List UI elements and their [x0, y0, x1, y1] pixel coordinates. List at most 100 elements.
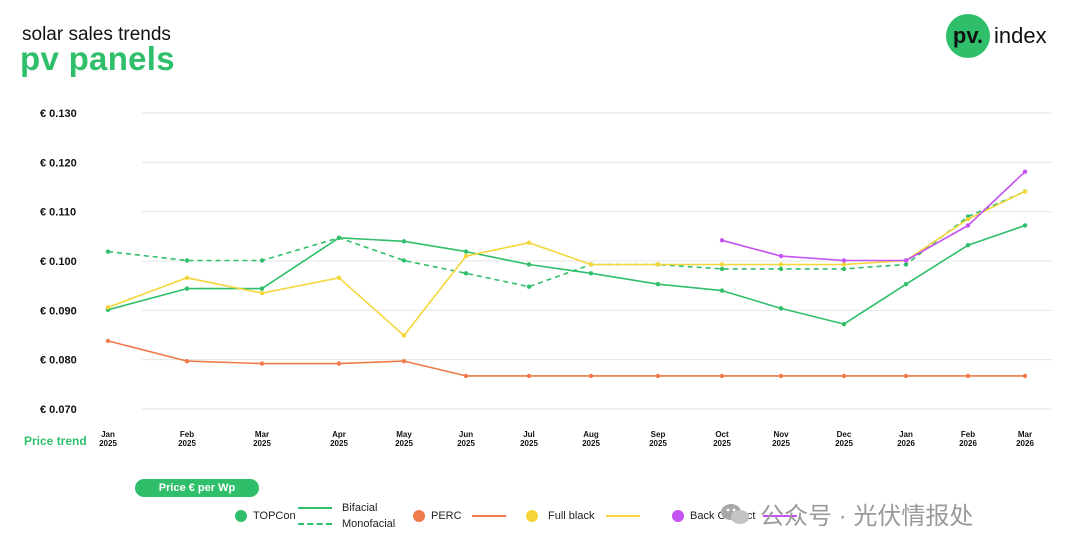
- topcon-monofacial-point: [401, 258, 407, 263]
- topcon-bifacial-point: [401, 239, 407, 244]
- full-black-point: [778, 262, 784, 267]
- topcon-monofacial-point: [463, 271, 469, 276]
- full-black-point: [719, 262, 725, 267]
- x-tick-year: 2025: [582, 439, 600, 448]
- full-black-point: [588, 262, 594, 267]
- price-trend-label: Price trend: [24, 434, 87, 448]
- topcon-dot-icon: [235, 510, 247, 522]
- y-tick-label: € 0.070: [40, 404, 77, 416]
- topcon-bifacial-point: [655, 281, 661, 287]
- y-tick-label: € 0.130: [40, 108, 77, 120]
- topcon-bifacial-series-line: [107, 224, 1026, 325]
- x-tick-month: Feb: [180, 430, 194, 439]
- topcon-bifacial-point: [903, 281, 909, 287]
- solid-line-icon: [298, 507, 332, 509]
- x-tick-month: Nov: [773, 430, 789, 439]
- x-tick-year: 2025: [457, 439, 475, 448]
- legend-topcon: TOPCon: [235, 510, 296, 522]
- topcon-bifacial-point: [526, 262, 532, 267]
- back-contact-point: [719, 238, 725, 243]
- full-black-dot-icon: [526, 510, 538, 522]
- watermark: 公众号 · 光伏情报处: [720, 496, 973, 531]
- legend-full-black: Full black: [526, 510, 641, 522]
- perc-point: [965, 373, 971, 379]
- perc-point: [401, 358, 407, 364]
- perc-point: [655, 373, 661, 379]
- perc-point: [463, 373, 469, 379]
- x-tick-month: Jul: [523, 430, 535, 439]
- perc-point: [719, 373, 725, 379]
- legend-monofacial-label: Monofacial: [342, 518, 396, 530]
- logo-text: index: [994, 23, 1047, 48]
- topcon-bifacial-point: [778, 306, 784, 311]
- topcon-bifacial-point: [259, 286, 265, 291]
- legend-bifacial-label: Bifacial: [342, 502, 378, 514]
- perc-point: [526, 373, 532, 379]
- x-tick-year: 2026: [1016, 439, 1034, 448]
- x-tick-year: 2025: [178, 439, 196, 448]
- x-tick-month: Oct: [715, 430, 729, 439]
- back-contact-series-line: [721, 171, 1026, 262]
- wechat-icon: [721, 503, 749, 524]
- perc-point: [588, 373, 594, 379]
- x-tick-year: 2025: [330, 439, 348, 448]
- x-tick-month: May: [396, 430, 412, 439]
- x-tick-year: 2026: [959, 439, 977, 448]
- perc-dot-icon: [413, 510, 425, 522]
- topcon-bifacial-point: [1022, 223, 1028, 228]
- x-tick-month: Feb: [961, 430, 975, 439]
- y-tick-label: € 0.080: [40, 355, 77, 367]
- topcon-monofacial-point: [259, 258, 265, 263]
- full-black-point: [526, 240, 532, 245]
- topcon-monofacial-point: [903, 262, 909, 267]
- x-tick-month: Mar: [255, 430, 269, 439]
- back-contact-line-icon: [763, 515, 798, 517]
- full-black-point: [463, 253, 469, 259]
- topcon-monofacial-point: [526, 284, 532, 289]
- x-tick-year: 2025: [253, 439, 271, 448]
- topcon-monofacial-series-line: [107, 190, 1026, 288]
- full-black-point: [184, 275, 190, 280]
- back-contact-point: [778, 253, 784, 259]
- x-tick-month: Jan: [101, 430, 115, 439]
- perc-point: [336, 361, 342, 366]
- topcon-bifacial-point: [463, 249, 469, 254]
- full-black-point: [965, 216, 971, 222]
- perc-point: [1022, 373, 1028, 379]
- perc-point: [105, 338, 111, 344]
- back-contact-point: [965, 223, 971, 228]
- x-tick-year: 2025: [99, 439, 117, 448]
- topcon-bifacial-point: [184, 286, 190, 291]
- x-tick-year: 2026: [897, 439, 915, 448]
- x-tick-month: Jan: [899, 430, 913, 439]
- back-contact-point: [841, 258, 847, 263]
- unit-pill: Price € per Wp: [135, 479, 259, 497]
- legend-full-black-label: Full black: [548, 510, 595, 522]
- full-black-point: [105, 305, 111, 310]
- topcon-monofacial-point: [105, 249, 111, 254]
- logo-badge: pv.: [946, 14, 990, 58]
- perc-point: [184, 358, 190, 364]
- topcon-monofacial-point: [841, 266, 847, 272]
- dashed-line-icon: [298, 523, 332, 525]
- perc-series-line: [107, 340, 1025, 377]
- topcon-monofacial-point: [778, 266, 784, 272]
- topcon-bifacial-point: [719, 288, 725, 293]
- perc-point: [259, 361, 265, 366]
- full-black-point: [259, 290, 265, 296]
- x-tick-year: 2025: [772, 439, 790, 448]
- watermark-text: 公众号 · 光伏情报处: [760, 503, 974, 530]
- x-tick-year: 2025: [713, 439, 731, 448]
- full-black-point: [841, 262, 847, 267]
- back-contact-point: [903, 258, 909, 263]
- perc-point: [841, 373, 847, 379]
- topcon-bifacial-point: [841, 321, 847, 327]
- x-tick-month: Sep: [651, 430, 666, 439]
- perc-line-icon: [471, 515, 506, 517]
- y-tick-label: € 0.090: [40, 305, 77, 317]
- back-contact-point: [1022, 169, 1028, 174]
- x-tick-month: Aug: [583, 430, 599, 439]
- x-tick-month: Apr: [332, 430, 346, 439]
- x-tick-year: 2025: [395, 439, 413, 448]
- legend-monofacial: Monofacial: [298, 518, 395, 530]
